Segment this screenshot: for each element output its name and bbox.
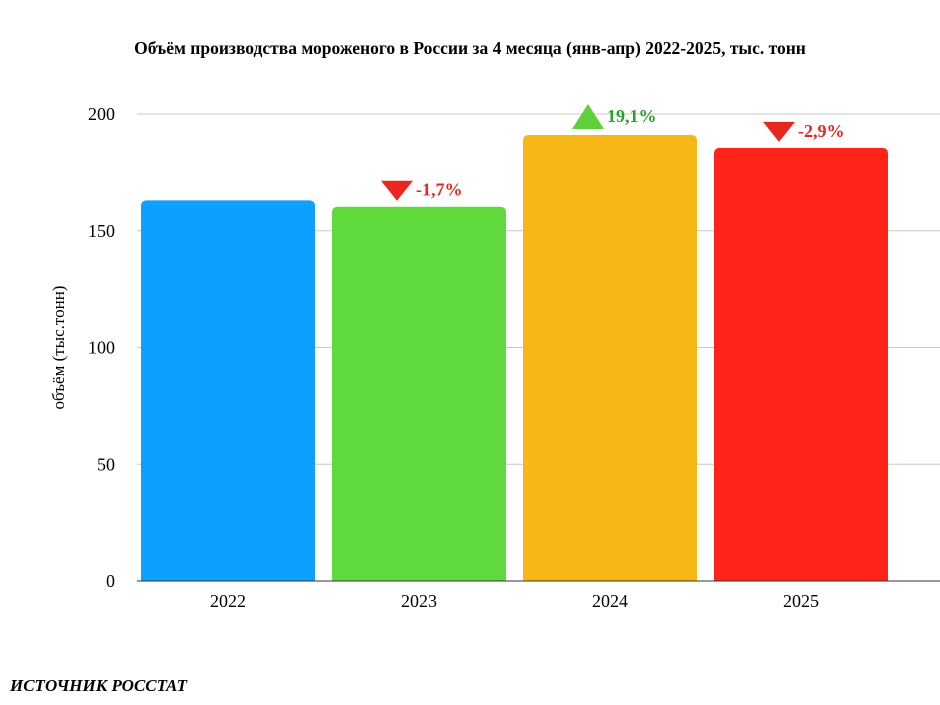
x-tick-label: 2025 bbox=[783, 591, 819, 611]
y-tick-label: 100 bbox=[88, 338, 115, 358]
change-label: -2,9% bbox=[798, 121, 845, 141]
chart-title: Объём производства мороженого в России з… bbox=[134, 38, 806, 58]
y-tick-label: 150 bbox=[88, 221, 115, 241]
bar-2024 bbox=[523, 135, 697, 581]
x-tick-label: 2024 bbox=[592, 591, 628, 611]
y-tick-labels: 0 50 100 150 200 bbox=[88, 104, 115, 591]
bar-2022 bbox=[141, 200, 315, 581]
change-label: 19,1% bbox=[607, 106, 657, 126]
source-note: ИСТОЧНИК РОССТАТ bbox=[10, 676, 188, 695]
bars bbox=[141, 135, 888, 582]
x-tick-label: 2023 bbox=[401, 591, 437, 611]
decrease-arrow-icon bbox=[381, 180, 413, 201]
bar-2023 bbox=[332, 206, 506, 581]
y-tick-label: 200 bbox=[88, 104, 115, 124]
x-tick-labels: 2022 2023 2024 2025 bbox=[210, 591, 819, 611]
bar-2025 bbox=[714, 147, 888, 582]
y-tick-label: 50 bbox=[97, 454, 115, 474]
decrease-arrow-icon bbox=[763, 121, 795, 142]
y-axis-label: объём (тыс.тонн) bbox=[49, 286, 68, 410]
increase-arrow-icon bbox=[572, 104, 604, 130]
x-tick-label: 2022 bbox=[210, 591, 246, 611]
y-tick-label: 0 bbox=[106, 571, 115, 591]
change-label: -1,7% bbox=[416, 180, 463, 200]
change-annotations: -1,7% 19,1% -2,9% bbox=[381, 104, 845, 201]
